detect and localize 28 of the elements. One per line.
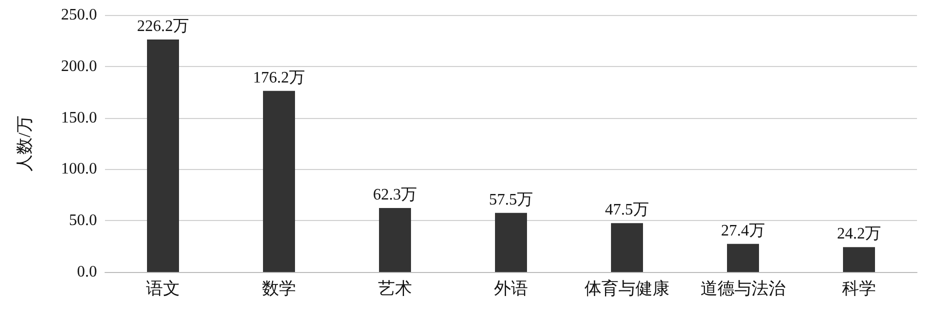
x-tick-label: 体育与健康 <box>584 279 670 298</box>
y-axis-title: 人数/万 <box>15 116 34 172</box>
y-tick-label: 150.0 <box>61 109 97 126</box>
bar <box>263 90 295 272</box>
data-label: 24.2万 <box>837 226 881 243</box>
x-tick-label: 语文 <box>146 279 180 298</box>
y-tick-label: 200.0 <box>61 58 97 75</box>
x-tick-label: 科学 <box>842 279 876 298</box>
y-tick-label: 0.0 <box>77 264 97 280</box>
x-tick-label: 艺术 <box>378 279 412 298</box>
y-tick-label: 50.0 <box>69 212 97 230</box>
data-label: 27.4万 <box>721 222 765 240</box>
bar <box>843 247 875 272</box>
data-label: 62.3万 <box>373 186 417 204</box>
bar <box>495 212 527 272</box>
data-label: 47.5万 <box>605 202 649 219</box>
y-tick-label: 250.0 <box>61 6 97 24</box>
x-tick-label: 外语 <box>494 279 528 298</box>
data-label: 226.2万 <box>137 18 189 35</box>
x-tick-label: 道德与法治 <box>700 279 786 298</box>
bar <box>147 39 179 272</box>
x-tick-label: 数学 <box>262 279 296 298</box>
bar <box>727 244 759 272</box>
y-tick-label: 100.0 <box>61 160 97 178</box>
data-label: 57.5万 <box>489 191 533 208</box>
data-label: 176.2万 <box>253 69 305 86</box>
bar <box>611 223 643 272</box>
bar <box>379 208 411 272</box>
